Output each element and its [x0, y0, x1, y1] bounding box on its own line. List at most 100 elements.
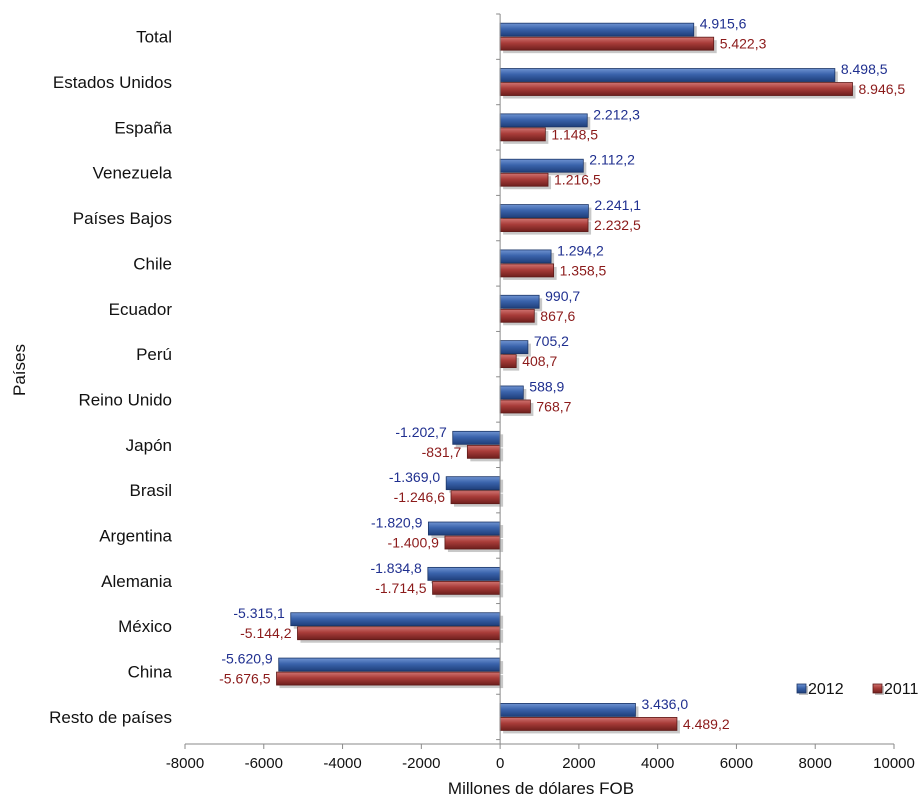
bar-2011 [499, 36, 715, 51]
value-label-2011: -831,7 [422, 444, 462, 460]
bar-2012 [445, 476, 501, 491]
value-label-2011: 1.216,5 [554, 172, 601, 188]
bar-2012 [290, 612, 501, 627]
value-label-2011: 1.148,5 [551, 126, 598, 142]
bar-2011 [297, 626, 501, 641]
legend-swatch-2012 [796, 683, 807, 694]
x-tick-label: -4000 [323, 755, 361, 772]
bar-2011 [450, 490, 501, 505]
bar-2011 [499, 172, 549, 187]
category-label: Alemania [101, 572, 172, 591]
category-label: Venezuela [93, 164, 173, 183]
value-label-2011: 5.422,3 [720, 36, 767, 52]
category-label: Argentina [99, 527, 172, 546]
bar-2012 [499, 68, 836, 82]
bar-2011 [499, 354, 517, 369]
bar-2012 [499, 385, 524, 400]
category-label: Japón [126, 436, 172, 455]
value-labels-group: 4.915,6 5.422,3 8.498,5 8.946,5 2.212,3 1.148… [219, 16, 905, 732]
bar-2011 [499, 717, 678, 731]
legend-swatch-2011 [872, 683, 883, 694]
value-label-2012: 705,2 [534, 333, 569, 349]
x-tick-label: -2000 [402, 755, 440, 772]
x-tick-label: 4000 [641, 755, 674, 772]
bar-2012 [452, 430, 501, 445]
bar-2012 [427, 521, 501, 536]
bar-2012 [427, 566, 501, 581]
category-label: Total [136, 28, 172, 47]
category-label: España [114, 118, 172, 137]
value-label-2011: 4.489,2 [683, 716, 730, 732]
category-label: Reino Unido [78, 390, 172, 409]
value-label-2012: 990,7 [545, 288, 580, 304]
category-labels-group: Total Estados Unidos España Venezuela Países… [49, 28, 172, 727]
bar-2011 [499, 82, 853, 96]
bar-2012 [499, 703, 636, 717]
value-label-2011: 867,6 [540, 308, 575, 324]
bar-2011 [432, 580, 501, 595]
bar-2012 [499, 340, 529, 355]
legend-label-2012: 2012 [808, 681, 844, 698]
x-tick-label: 2000 [562, 755, 595, 772]
bar-2011 [276, 671, 501, 686]
legend-label-2011: 2011 [884, 681, 919, 698]
value-label-2012: 1.294,2 [557, 242, 604, 258]
value-label-2012: -1.834,8 [370, 560, 422, 576]
bar-2011 [499, 308, 535, 323]
value-label-2011: -1.246,6 [394, 489, 446, 505]
value-label-2012: 2.212,3 [593, 106, 640, 122]
category-label: Chile [133, 254, 172, 273]
x-tick-label: -8000 [166, 755, 204, 772]
value-label-2012: -5.620,9 [221, 651, 273, 667]
bar-2011 [499, 218, 589, 232]
bar-2012 [499, 294, 540, 309]
value-label-2011: 768,7 [536, 398, 571, 414]
bar-2011 [499, 127, 546, 142]
x-axis-title: Millones de dólares FOB [448, 779, 634, 798]
bars-group [276, 22, 856, 734]
category-label: Brasil [129, 481, 172, 500]
value-label-2012: 2.112,2 [589, 152, 635, 168]
bar-2011 [466, 444, 501, 459]
bar-2012 [499, 113, 588, 128]
value-label-2012: -1.202,7 [395, 424, 447, 440]
value-label-2011: -1.714,5 [375, 580, 427, 596]
bar-2012 [499, 204, 589, 218]
category-label: China [128, 663, 173, 682]
bar-2012 [499, 22, 695, 37]
value-label-2012: -5.315,1 [233, 605, 285, 621]
category-label: Ecuador [109, 300, 173, 319]
value-label-2012: 2.241,1 [594, 197, 641, 213]
category-label: Perú [136, 345, 172, 364]
category-label: México [118, 617, 172, 636]
value-label-2012: -1.369,0 [389, 469, 441, 485]
value-label-2011: 1.358,5 [560, 262, 607, 278]
category-label: Resto de países [49, 708, 172, 727]
category-label: Países Bajos [73, 209, 172, 228]
value-label-2011: -5.676,5 [219, 671, 271, 687]
category-label: Estados Unidos [53, 73, 172, 92]
bar-2011 [499, 399, 531, 414]
value-label-2011: -5.144,2 [240, 625, 292, 641]
value-label-2012: 4.915,6 [700, 16, 747, 32]
value-label-2012: 8.498,5 [841, 61, 888, 77]
bar-2011 [499, 263, 555, 278]
legend: 2012 2011 [796, 681, 919, 698]
value-label-2012: 588,9 [529, 378, 564, 394]
x-tick-label: 6000 [720, 755, 753, 772]
x-axis: -8000 -6000 -4000 -2000 0 2000 4000 6000 8000 100… [166, 13, 915, 772]
value-label-2011: 408,7 [522, 353, 557, 369]
value-label-2011: -1.400,9 [388, 535, 440, 551]
bar-2012 [499, 158, 584, 173]
x-tick-label: 8000 [799, 755, 832, 772]
value-label-2012: -1.820,9 [371, 515, 423, 531]
value-label-2011: 8.946,5 [859, 81, 906, 97]
bar-2012 [278, 657, 501, 672]
value-label-2012: 3.436,0 [641, 696, 688, 712]
y-axis-title: Países [10, 344, 29, 396]
x-tick-label: 10000 [873, 755, 915, 772]
value-label-2011: 2.232,5 [594, 217, 641, 233]
bar-2012 [499, 249, 552, 264]
x-tick-label: 0 [496, 755, 504, 772]
